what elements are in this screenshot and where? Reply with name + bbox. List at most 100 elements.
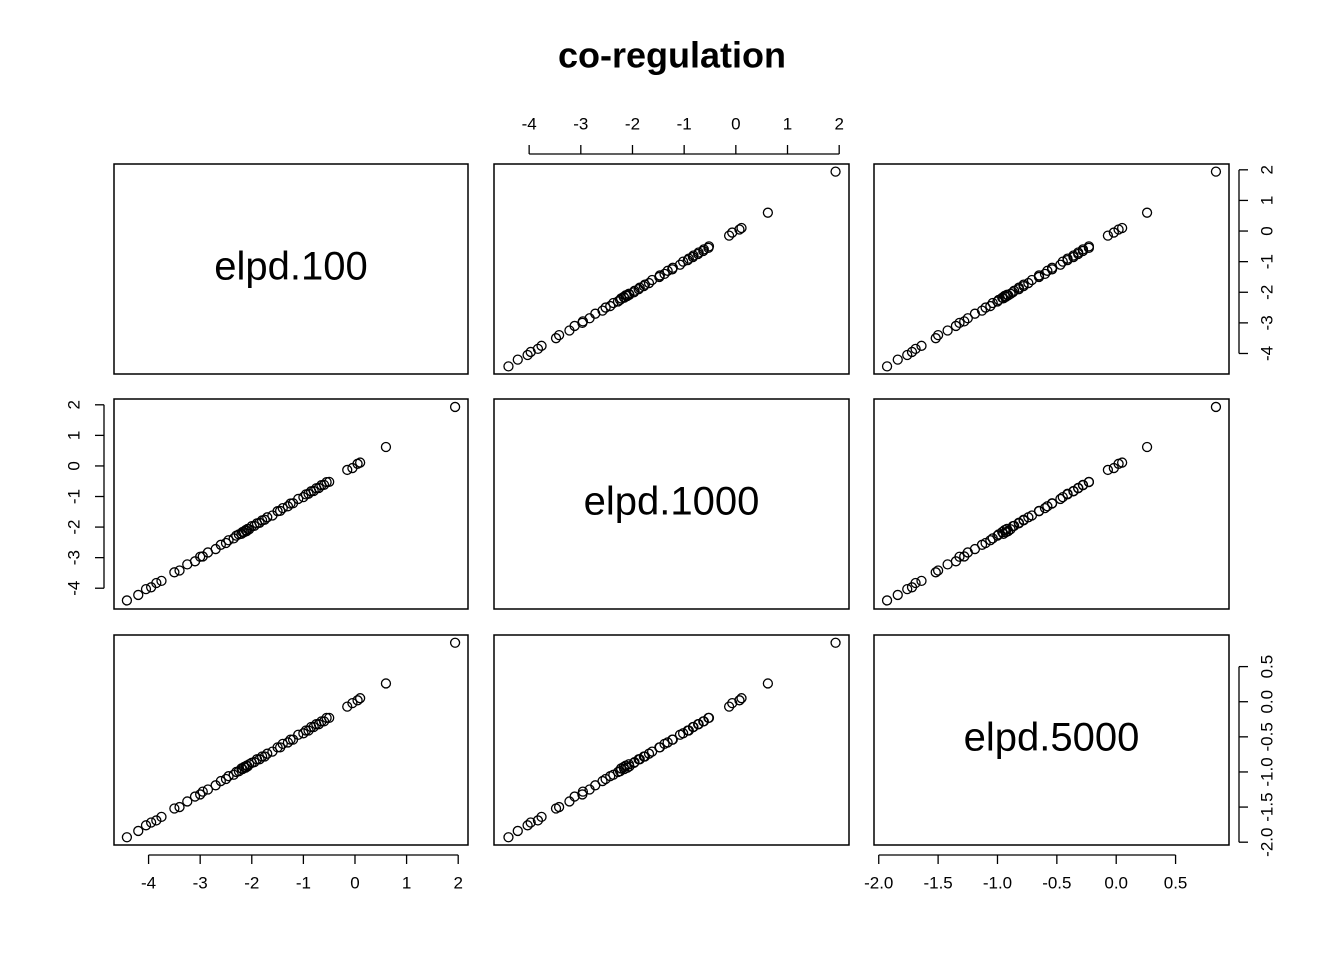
point [197, 786, 208, 797]
point [688, 250, 699, 261]
point [244, 759, 255, 770]
y-tick-label: 0.5 [1257, 655, 1276, 679]
point [313, 719, 325, 730]
point [169, 803, 180, 814]
point [215, 539, 226, 550]
point [308, 485, 319, 497]
y-tick-label: 1 [64, 431, 83, 440]
point [659, 268, 670, 280]
point [228, 769, 239, 780]
point [380, 441, 392, 453]
point [605, 300, 616, 312]
point [600, 302, 611, 313]
x-tick-label: -2 [625, 114, 640, 133]
point [734, 695, 745, 706]
point [902, 583, 913, 595]
point [275, 505, 286, 517]
point [532, 343, 544, 355]
point [677, 256, 689, 267]
point [277, 502, 288, 514]
point [667, 734, 678, 745]
variable-label: elpd.1000 [584, 480, 760, 524]
point [693, 247, 704, 258]
point [623, 288, 635, 299]
point [249, 520, 260, 532]
point [318, 716, 330, 727]
point [643, 277, 655, 289]
point [512, 825, 523, 837]
point [259, 751, 270, 762]
point [698, 244, 709, 255]
point [830, 637, 841, 648]
point [324, 476, 335, 487]
point [597, 305, 608, 316]
point [830, 166, 841, 177]
point [1102, 464, 1114, 476]
point [597, 775, 608, 787]
point [156, 811, 167, 823]
point [577, 786, 589, 797]
point [1210, 166, 1222, 177]
point [254, 754, 265, 765]
point [703, 241, 715, 252]
point [881, 595, 893, 606]
y-tick-label: -1.5 [1257, 792, 1276, 821]
y-tick-label: 1 [1257, 196, 1276, 205]
point [1055, 493, 1066, 505]
point [174, 565, 185, 576]
y-tick-label: -1 [1257, 254, 1276, 269]
point [999, 290, 1010, 302]
point [976, 305, 988, 316]
x-tick-label: 0.0 [1104, 873, 1128, 892]
x-tick-label: -1.0 [983, 873, 1012, 892]
point [256, 751, 268, 762]
point [1005, 288, 1016, 299]
x-tick-label: -3 [573, 114, 588, 133]
point [577, 316, 589, 327]
point [985, 535, 996, 546]
point [151, 815, 162, 826]
point [285, 734, 296, 745]
point [277, 738, 288, 750]
x-tick-label: -0.5 [1042, 873, 1071, 892]
point [916, 340, 927, 351]
x-tick-label: -2.0 [864, 873, 893, 892]
point [950, 320, 962, 332]
y-tick-label: -2 [1257, 285, 1276, 300]
point [723, 701, 735, 712]
point [932, 329, 944, 341]
point [156, 575, 167, 587]
point [1023, 277, 1034, 289]
point [536, 340, 547, 351]
point [342, 701, 353, 712]
y-tick-label: 0 [64, 461, 83, 470]
panel [113, 398, 469, 610]
x-tick-label: 0 [731, 114, 740, 133]
point [762, 678, 774, 689]
point [1102, 230, 1114, 241]
point [954, 551, 965, 562]
point [244, 524, 255, 535]
point [282, 737, 294, 748]
panel [493, 634, 850, 846]
point [174, 801, 185, 813]
point [146, 817, 157, 828]
point [987, 297, 998, 309]
x-tick-label: 0.5 [1164, 873, 1188, 892]
point [1055, 259, 1066, 270]
point [354, 457, 366, 468]
y-tick-label: 0 [1257, 226, 1276, 235]
x-tick-label: 1 [402, 873, 411, 892]
point [536, 811, 547, 823]
point [1018, 514, 1029, 525]
point [550, 333, 562, 344]
point [703, 712, 715, 724]
point [182, 796, 193, 807]
point [133, 589, 144, 601]
x-tick-label: -3 [193, 873, 208, 892]
point [910, 577, 921, 589]
x-tick-label: -1 [677, 114, 692, 133]
y-tick-label: 2 [1257, 165, 1276, 174]
point [272, 742, 283, 753]
point [623, 759, 635, 770]
